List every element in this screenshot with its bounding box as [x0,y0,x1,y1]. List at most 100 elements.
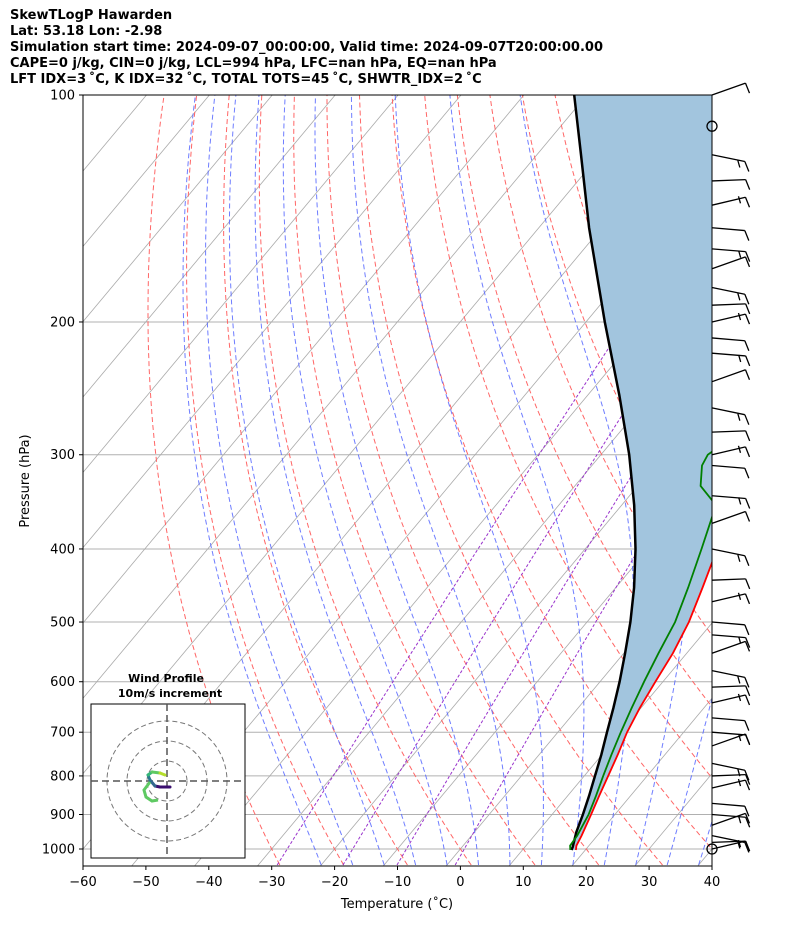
wind-barb [711,669,750,688]
hodograph-ring [146,760,188,802]
wind-barb [711,82,751,96]
wind-barb-flag [737,592,742,601]
moist-adiabat [205,95,354,866]
title-line-times: Simulation start time: 2024-09-07_00:00:… [10,40,603,55]
wind-barb-flag [744,842,750,853]
isotherm-line [83,95,210,247]
isotherm-line [256,321,712,866]
wind-barb [711,578,751,590]
wind-barb [711,548,750,566]
dry-adiabat [258,95,472,866]
x-tick-label: 20 [578,875,595,890]
cape-cin-shading [571,95,712,850]
axes: −60 −50 −40 −30 −20 −10 0 10 20 30 40 1000 900 800 700… [42,89,720,891]
wind-barb [711,337,750,351]
wind-barb-flag [745,251,751,262]
wind-barb-flag [737,676,741,684]
wind-barb-flag [744,769,750,781]
hodograph-plot [91,704,245,858]
y-tick-label: 600 [50,675,75,690]
wind-barb-shaft [711,593,746,603]
isotherm-line [83,95,462,549]
wind-barb-shaft [711,430,746,433]
wind-barb [711,778,751,791]
wind-barb [711,592,751,605]
wind-barb-shaft [711,227,745,232]
isotherm-line [83,95,336,398]
wind-barb-flag [745,430,751,442]
wind-barb-flag [744,313,751,325]
wind-barb-flag [745,637,751,648]
wind-barb-flag [737,312,742,321]
wind-barb-flag [744,555,750,566]
wind-barb-flag [737,445,742,454]
x-axis-label: Temperature (˚C) [340,896,453,912]
wind-barb-flag [737,413,741,421]
wind-barb-shaft [711,178,746,182]
wind-barb [711,286,750,305]
wind-barb [711,154,750,172]
wind-barb-shaft [711,694,746,704]
title-line-indices-2: LFT IDX=3 ˚C, K IDX=32 ˚C, TOTAL TOTS=45… [10,72,482,87]
hodograph-segment [142,781,159,803]
wind-barb-shaft [711,82,746,96]
mixing-ratio-line [276,190,712,866]
x-tick-label: −40 [195,875,222,890]
wind-barb-flag [744,197,751,208]
wind-barb [711,813,751,828]
wind-barb-flag [737,778,742,787]
dry-adiabat [147,95,281,866]
wind-barb-flag [745,816,751,828]
wind-barb-shaft [711,495,746,500]
wind-barb [711,802,750,817]
wind-barb-flag [744,256,751,268]
isotherm-line [83,95,84,97]
wind-barb [711,834,750,853]
wind-barb-flag [738,354,742,363]
wind-barb-flag [744,694,751,706]
hodograph-segment [158,771,167,777]
y-tick-label: 400 [50,542,75,557]
wind-barb-flag [745,840,751,852]
wind-barb-shaft [711,196,746,206]
dry-adiabat [783,95,794,865]
y-tick-label: 300 [50,448,75,463]
wind-barb [711,733,751,747]
moist-adiabat [519,95,635,866]
dry-adiabat [718,95,794,865]
y-tick-label: 100 [50,89,75,104]
moist-adiabat [314,95,479,866]
wind-barb-flag [745,179,751,190]
moist-adiabat [394,95,544,866]
y-tick-label: 500 [50,616,75,631]
wind-barb-shaft [711,640,746,654]
calm-wind-circle [706,120,718,132]
wind-barb [711,693,751,706]
wind-barb-shaft [711,578,746,581]
isotherm-line [83,95,273,323]
wind-barb [711,312,751,325]
wind-barb [711,178,751,190]
wind-barb-flag [744,294,750,305]
wind-barb-shaft [711,634,746,639]
dry-adiabat [391,95,712,850]
hodograph-inset: Wind Profile 10m/s increment [90,672,246,859]
y-tick-label: 800 [50,769,75,784]
wind-barb-flag [745,355,751,367]
wind-barb-flag [737,196,742,204]
wind-barb-flag [737,293,741,301]
dry-adiabat [326,95,600,866]
wind-barb-shaft [711,548,745,557]
wind-barb-shaft [711,685,746,688]
wind-barb [711,352,751,367]
calm-wind-circle [706,843,718,855]
wind-barb-flag [744,468,750,479]
x-tick-label: 0 [456,875,464,890]
moist-adiabat [449,95,585,866]
wind-barb-shaft [711,802,745,807]
x-tick-label: −20 [321,875,348,890]
isotherm-line [445,547,712,866]
wind-barb-flag [744,805,750,817]
wind-barb [711,445,751,458]
